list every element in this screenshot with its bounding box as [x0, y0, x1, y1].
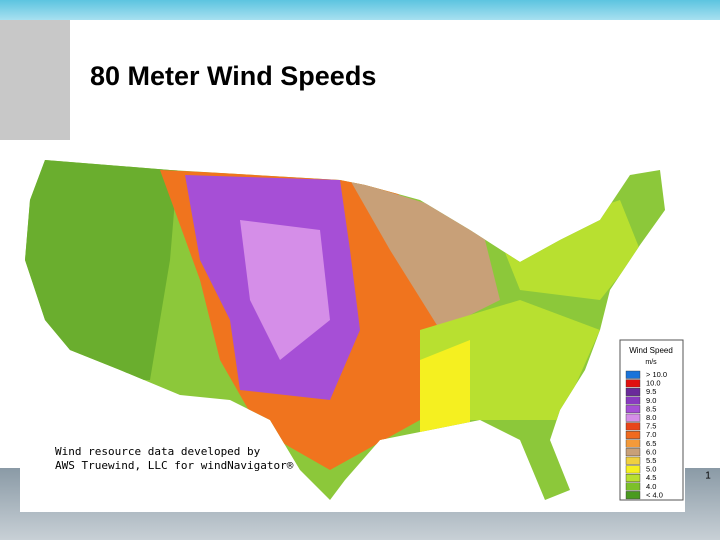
legend-swatch: [625, 465, 641, 474]
slide-number: 1: [705, 471, 711, 482]
legend-swatch: [625, 422, 641, 431]
legend-label: 5.0: [646, 465, 656, 474]
legend-label: > 10.0: [646, 370, 667, 379]
legend-label: 7.5: [646, 422, 656, 431]
legend-label: 9.5: [646, 387, 656, 396]
legend-swatch: [625, 370, 641, 379]
legend-label: < 4.0: [646, 490, 663, 499]
legend-swatch: [625, 482, 641, 491]
legend-label: 7.0: [646, 430, 656, 439]
legend-swatch: [625, 456, 641, 465]
legend-swatch: [625, 388, 641, 396]
map-region: [25, 160, 180, 380]
legend-unit: m/s: [645, 359, 657, 366]
legend-swatch: [625, 439, 641, 448]
legend-swatch: [625, 474, 641, 482]
legend-label: 8.5: [646, 404, 656, 413]
credit-line: AWS Truewind, LLC for windNavigator®: [55, 459, 294, 472]
map-region: [240, 220, 330, 360]
legend-swatch: [625, 431, 641, 439]
legend-title: Wind Speed: [629, 346, 673, 355]
legend-swatch: [625, 379, 641, 388]
slide-title: 80 Meter Wind Speeds: [90, 61, 376, 91]
legend-label: 4.0: [646, 482, 656, 491]
credit-line: Wind resource data developed by: [55, 445, 261, 458]
legend-label: 6.5: [646, 439, 656, 448]
legend-swatch: [625, 405, 641, 414]
legend-swatch: [625, 396, 641, 405]
legend-label: 10.0: [646, 379, 661, 388]
legend-label: 4.5: [646, 473, 656, 482]
legend-swatch: [625, 448, 641, 457]
legend-label: 6.0: [646, 447, 656, 456]
top-bar: [0, 0, 720, 20]
legend-label: 9.0: [646, 396, 656, 405]
map-region: [420, 340, 470, 440]
legend-swatch: [625, 491, 641, 500]
side-block: [0, 20, 70, 140]
legend-swatch: [625, 413, 641, 422]
legend-label: 5.5: [646, 456, 656, 465]
legend-label: 8.0: [646, 413, 656, 422]
map-region: [500, 200, 640, 300]
